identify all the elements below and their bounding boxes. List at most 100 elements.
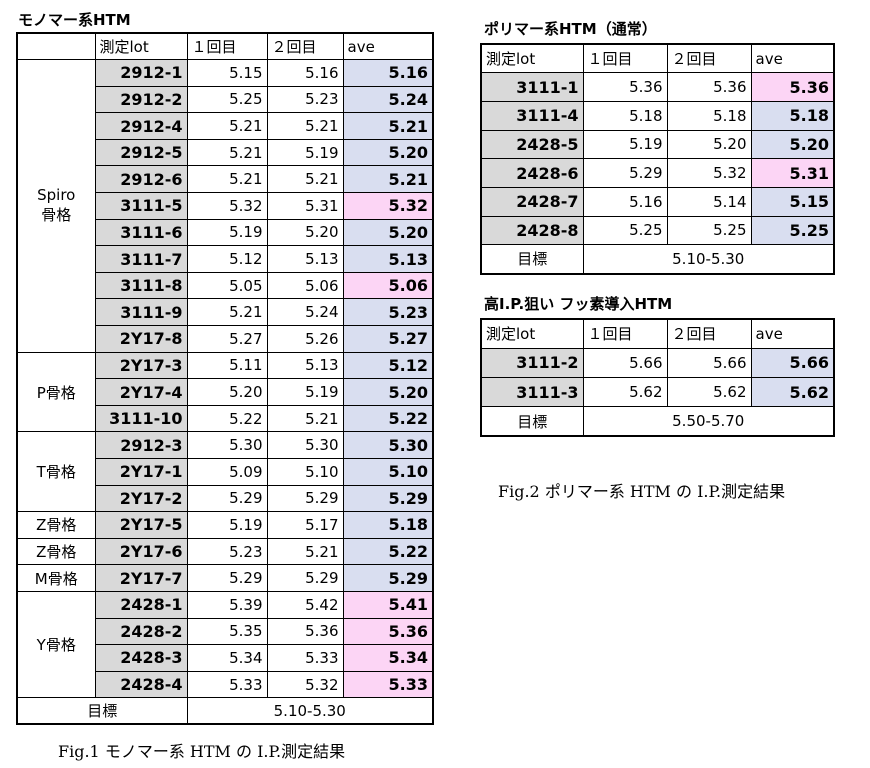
measurement1-cell: 5.36 xyxy=(582,72,668,102)
table-row: Spiro 骨格 2912-1 5.15 5.16 5.16 xyxy=(16,59,434,353)
header-cell: ２回目 xyxy=(266,32,344,61)
table-row: 2428-7 5.16 5.14 5.15 xyxy=(480,186,835,217)
lot-cell: 2Y17-1 xyxy=(94,458,188,486)
measurement1-cell: 5.12 xyxy=(186,245,268,273)
table-row: 3111-10 5.22 5.21 5.22 xyxy=(17,404,434,433)
table-row: P骨格 2Y17-3 5.11 5.13 5.12 xyxy=(16,351,434,433)
lot-cell: 2Y17-8 xyxy=(94,325,188,353)
table-row: Z骨格 2Y17-6 5.23 5.21 5.22 xyxy=(16,537,434,566)
average-cell: 5.12 xyxy=(342,351,434,380)
measurement2-cell: 5.21 xyxy=(266,112,344,140)
header-cell xyxy=(16,32,96,61)
lot-cell: 3111-1 xyxy=(480,72,584,102)
average-cell: 5.06 xyxy=(342,271,434,300)
measurement1-cell: 5.21 xyxy=(186,138,268,167)
measurement2-cell: 5.14 xyxy=(666,186,752,217)
table-row: 3111-3 5.62 5.62 5.62 xyxy=(480,377,835,408)
measurement2-cell: 5.20 xyxy=(666,129,752,160)
target-label: 目標 xyxy=(16,697,188,725)
table-row: 2912-6 5.21 5.21 5.21 xyxy=(17,165,434,194)
table-row: 2912-5 5.21 5.19 5.20 xyxy=(17,138,434,167)
header-row: 測定lot １回目 ２回目 ave xyxy=(480,43,835,74)
header-row: 測定lot １回目 ２回目 ave xyxy=(480,318,835,349)
measurement1-cell: 5.16 xyxy=(582,186,668,217)
measurement2-cell: 5.10 xyxy=(266,458,344,486)
fig2-caption: Fig.2 ポリマー系 HTM の I.P.測定結果 xyxy=(498,482,786,501)
average-cell: 5.29 xyxy=(342,564,434,592)
measurement1-cell: 5.23 xyxy=(186,537,268,566)
measurement2-cell: 5.29 xyxy=(266,484,344,513)
measurement2-cell: 5.21 xyxy=(266,165,344,194)
lot-cell: 2Y17-3 xyxy=(94,351,188,380)
fluorine-htm-table: 測定lot １回目 ２回目 ave 3111-2 5.66 5.66 5.66 3111-3 5.… xyxy=(480,318,835,438)
measurement1-cell: 5.33 xyxy=(186,670,268,699)
table-row: 3111-9 5.21 5.24 5.23 xyxy=(17,298,434,327)
table-row: Z骨格 2Y17-5 5.19 5.17 5.18 xyxy=(16,511,434,539)
average-cell: 5.31 xyxy=(750,158,835,188)
lot-cell: 2428-3 xyxy=(94,644,188,672)
measurement1-cell: 5.39 xyxy=(186,590,268,619)
measurement1-cell: 5.18 xyxy=(582,100,668,131)
measurement1-cell: 5.19 xyxy=(186,218,268,247)
measurement2-cell: 5.19 xyxy=(266,378,344,406)
measurement2-cell: 5.32 xyxy=(266,670,344,699)
table-row: 3111-2 5.66 5.66 5.66 xyxy=(480,347,835,379)
header-cell: ２回目 xyxy=(666,43,752,74)
lot-cell: 2Y17-4 xyxy=(94,378,188,406)
measurement1-cell: 5.29 xyxy=(582,158,668,188)
table-row: 2428-3 5.34 5.33 5.34 xyxy=(17,644,434,672)
lot-cell: 2428-4 xyxy=(94,670,188,699)
measurement1-cell: 5.19 xyxy=(582,129,668,160)
table-row: 2Y17-2 5.29 5.29 5.29 xyxy=(17,484,434,513)
average-cell: 5.34 xyxy=(342,644,434,672)
measurement1-cell: 5.62 xyxy=(582,377,668,408)
lot-cell: 3111-5 xyxy=(94,192,188,220)
table-row: 3111-5 5.32 5.31 5.32 xyxy=(17,192,434,220)
lot-cell: 2912-2 xyxy=(94,85,188,114)
average-cell: 5.21 xyxy=(342,112,434,140)
measurement2-cell: 5.25 xyxy=(666,215,752,246)
lot-cell: 3111-2 xyxy=(480,347,584,379)
target-value: 5.50-5.70 xyxy=(582,406,835,437)
table-row: M骨格 2Y17-7 5.29 5.29 5.29 xyxy=(16,564,434,592)
measurement1-cell: 5.34 xyxy=(186,644,268,672)
lot-cell: 3111-8 xyxy=(94,271,188,300)
table-row: 2428-8 5.25 5.25 5.25 xyxy=(480,215,835,246)
average-cell: 5.36 xyxy=(342,617,434,646)
average-cell: 5.41 xyxy=(342,590,434,619)
table3-title: 高I.P.狙い フッ素導入HTM xyxy=(484,295,673,313)
measurement2-cell: 5.21 xyxy=(266,537,344,566)
measurement2-cell: 5.36 xyxy=(666,72,752,102)
measurement2-cell: 5.42 xyxy=(266,590,344,619)
lot-cell: 2428-7 xyxy=(480,186,584,217)
group-label: Y骨格 xyxy=(16,590,96,699)
lot-cell: 2912-1 xyxy=(94,59,188,87)
measurement1-cell: 5.25 xyxy=(186,85,268,114)
header-cell: ２回目 xyxy=(666,318,752,349)
average-cell: 5.22 xyxy=(342,404,434,433)
average-cell: 5.20 xyxy=(342,218,434,247)
measurement2-cell: 5.13 xyxy=(266,245,344,273)
measurement2-cell: 5.24 xyxy=(266,298,344,327)
measurement2-cell: 5.31 xyxy=(266,192,344,220)
group-label: M骨格 xyxy=(16,564,96,592)
measurement2-cell: 5.16 xyxy=(266,59,344,87)
average-cell: 5.30 xyxy=(342,431,434,459)
measurement2-cell: 5.30 xyxy=(266,431,344,459)
measurement2-cell: 5.17 xyxy=(266,511,344,539)
measurement2-cell: 5.33 xyxy=(266,644,344,672)
measurement1-cell: 5.20 xyxy=(186,378,268,406)
average-cell: 5.10 xyxy=(342,458,434,486)
monomer-htm-table: 測定lot １回目 ２回目 ave Spiro 骨格 2912-1 5.15 5.16 5.16… xyxy=(16,32,434,726)
fig1-caption: Fig.1 モノマー系 HTM の I.P.測定結果 xyxy=(58,742,346,761)
average-cell: 5.22 xyxy=(342,537,434,566)
average-cell: 5.15 xyxy=(750,186,835,217)
lot-cell: 2912-3 xyxy=(94,431,188,459)
measurement1-cell: 5.66 xyxy=(582,347,668,379)
measurement2-cell: 5.21 xyxy=(266,404,344,433)
target-row: 目標 5.10-5.30 xyxy=(480,244,835,274)
measurement1-cell: 5.21 xyxy=(186,112,268,140)
table2-title: ポリマー系HTM（通常） xyxy=(484,20,657,38)
average-cell: 5.66 xyxy=(750,347,835,379)
measurement2-cell: 5.29 xyxy=(266,564,344,592)
